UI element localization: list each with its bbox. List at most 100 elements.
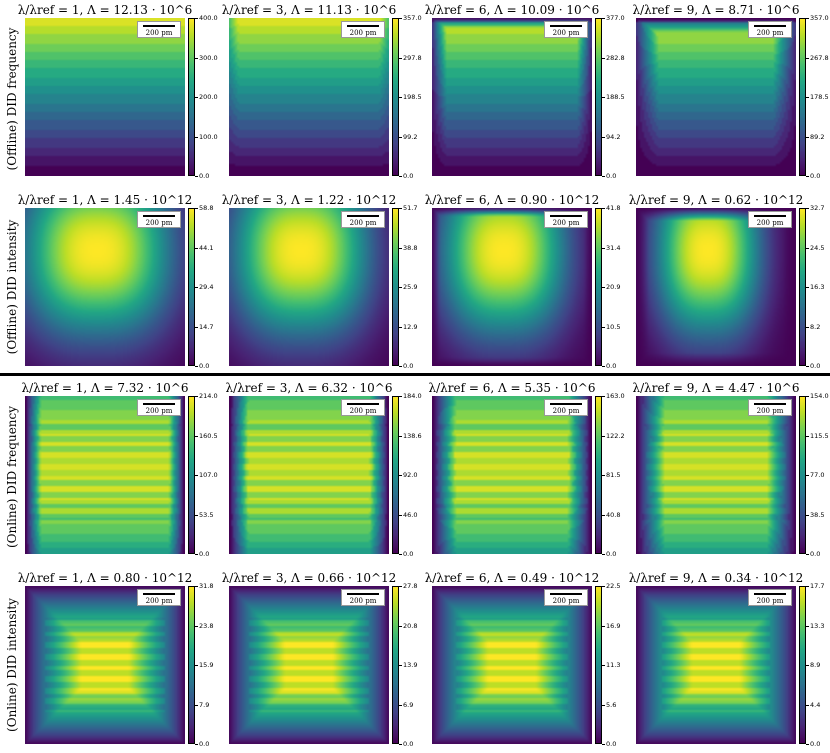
heatmap-panel (229, 396, 389, 554)
scale-bar: 200 pm (137, 21, 181, 38)
colorbar-tick-label: 0.0 (606, 550, 617, 558)
colorbar-tick-mark (195, 586, 198, 587)
colorbar-tick-mark (806, 136, 809, 138)
colorbar-tick-mark (399, 554, 402, 555)
colorbar-tick-mark (195, 396, 198, 397)
colorbar (799, 18, 806, 176)
colorbar-tick-label: 0.0 (810, 550, 821, 558)
colorbar (799, 396, 806, 554)
colorbar-tick-mark (399, 57, 402, 59)
heatmap-panel (25, 586, 185, 744)
colorbar-tick-mark (806, 704, 809, 706)
colorbar-tick-label: 163.0 (606, 392, 625, 400)
scale-bar: 200 pm (341, 21, 385, 38)
colorbar-tick-mark (195, 176, 198, 177)
colorbar-tick-mark (195, 136, 198, 138)
scale-bar: 200 pm (544, 589, 588, 606)
section-divider (0, 373, 830, 376)
panel-title: λ/λref = 6, Λ = 0.49 · 10^12 (424, 571, 600, 585)
colorbar-tick-mark (806, 18, 809, 19)
colorbar-tick-label: 4.4 (810, 700, 821, 709)
colorbar-tick-mark (602, 514, 605, 516)
colorbar-tick-label: 92.0 (403, 471, 418, 479)
colorbar-tick-label: 184.0 (403, 392, 422, 400)
colorbar-tick-mark (195, 97, 198, 98)
colorbar-tick-mark (399, 744, 402, 745)
colorbar-tick-mark (195, 625, 198, 627)
colorbar-tick-mark (602, 586, 605, 587)
scale-bar-label: 200 pm (756, 219, 784, 227)
colorbar-tick-label: 12.9 (403, 322, 418, 331)
colorbar-tick-label: 40.8 (606, 510, 621, 519)
colorbar-tick-label: 0.0 (199, 550, 210, 558)
colorbar-tick-mark (399, 625, 402, 627)
colorbar-tick-label: 99.2 (403, 132, 418, 141)
colorbar-tick-mark (806, 554, 809, 555)
colorbar (595, 18, 602, 176)
row-label-3: (Online) DID intensity (5, 598, 19, 732)
colorbar-tick-label: 77.0 (810, 471, 825, 479)
colorbar-tick-mark (602, 704, 605, 706)
colorbar-tick-mark (399, 97, 402, 98)
colorbar-tick-mark (399, 18, 402, 19)
scale-bar-line (550, 215, 582, 217)
colorbar (595, 396, 602, 554)
scale-bar-label: 200 pm (552, 597, 580, 605)
panel-title: λ/λref = 9, Λ = 4.47 · 10^6 (632, 381, 800, 395)
panel-title: λ/λref = 1, Λ = 0.80 · 10^12 (17, 571, 193, 585)
colorbar-tick-mark (399, 176, 402, 177)
row-label-0: (Offline) DID frequency (5, 27, 19, 171)
colorbar-tick-mark (195, 287, 198, 288)
heatmap-panel (229, 18, 389, 176)
colorbar-tick-mark (195, 475, 198, 476)
colorbar-tick-mark (195, 326, 198, 328)
scale-bar-label: 200 pm (756, 407, 784, 415)
scale-bar-line (347, 403, 379, 405)
scale-bar-line (754, 403, 786, 405)
colorbar-tick-mark (806, 326, 809, 328)
heatmap-panel (636, 396, 796, 554)
colorbar-tick-label: 282.8 (606, 53, 625, 62)
panel-title: λ/λref = 3, Λ = 0.66 · 10^12 (221, 571, 397, 585)
scale-bar-line (754, 215, 786, 217)
colorbar-tick-mark (602, 208, 605, 209)
colorbar-tick-label: 6.9 (403, 700, 414, 709)
colorbar-tick-label: 198.5 (403, 93, 422, 101)
colorbar (595, 586, 602, 744)
colorbar-tick-mark (806, 57, 809, 59)
colorbar-tick-label: 89.2 (810, 132, 825, 141)
colorbar (188, 396, 195, 554)
heatmap-panel (432, 18, 592, 176)
panel-title: λ/λref = 3, Λ = 11.13 · 10^6 (221, 3, 397, 17)
colorbar-tick-mark (399, 326, 402, 328)
colorbar (188, 586, 195, 744)
colorbar-tick-mark (195, 704, 198, 706)
colorbar-tick-label: 32.7 (810, 204, 825, 212)
colorbar-tick-label: 0.0 (810, 740, 821, 748)
heatmap-panel (432, 586, 592, 744)
colorbar-tick-mark (399, 287, 402, 288)
colorbar-tick-label: 53.5 (199, 510, 214, 519)
colorbar-tick-label: 122.2 (606, 431, 625, 440)
colorbar-tick-mark (399, 435, 402, 437)
scale-bar-line (143, 593, 175, 595)
colorbar-tick-label: 188.5 (606, 93, 625, 101)
row-label-2: (Online) DID frequency (5, 405, 19, 549)
colorbar-tick-label: 7.9 (199, 700, 210, 709)
scale-bar-line (347, 215, 379, 217)
colorbar-tick-mark (602, 97, 605, 98)
panel-title: λ/λref = 9, Λ = 0.34 · 10^12 (628, 571, 804, 585)
colorbar-tick-mark (399, 136, 402, 138)
colorbar-tick-label: 0.0 (199, 740, 210, 748)
colorbar-tick-mark (602, 475, 605, 476)
colorbar-tick-label: 138.6 (403, 431, 422, 440)
colorbar-tick-mark (602, 665, 605, 666)
scale-bar-label: 200 pm (756, 597, 784, 605)
colorbar-tick-label: 16.3 (810, 283, 825, 291)
scale-bar-label: 200 pm (349, 597, 377, 605)
scale-bar: 200 pm (748, 399, 792, 416)
colorbar-tick-label: 27.8 (403, 582, 418, 590)
scale-bar-label: 200 pm (145, 597, 173, 605)
heatmap-panel (229, 586, 389, 744)
colorbar-tick-mark (602, 287, 605, 288)
